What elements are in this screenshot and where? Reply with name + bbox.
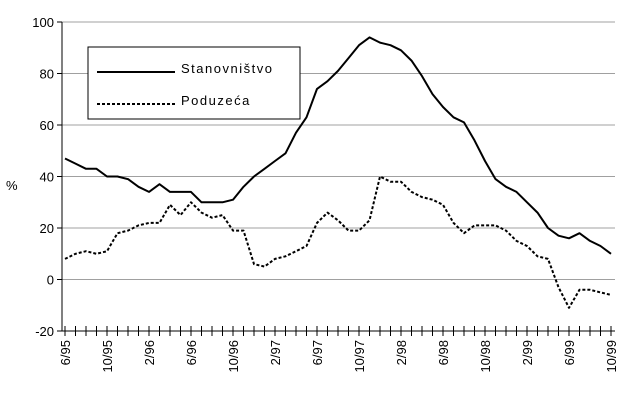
x-tick-label: 6/96 <box>184 340 199 365</box>
legend-box <box>87 46 301 120</box>
legend-label: Stanovništvo <box>181 61 273 76</box>
y-tick-label: 100 <box>32 15 54 30</box>
x-tick-label: 10/95 <box>100 340 115 373</box>
x-tick-label: 6/97 <box>310 340 325 365</box>
x-tick-label: 10/99 <box>604 340 619 373</box>
x-tick-label: 6/95 <box>58 340 73 365</box>
x-tick-label: 6/98 <box>436 340 451 365</box>
legend-label: Poduzeća <box>181 93 251 108</box>
x-tick-label: 6/99 <box>562 340 577 365</box>
series-line <box>64 36 612 255</box>
y-tick-label: 60 <box>40 118 54 133</box>
y-tick-label: 20 <box>40 221 54 236</box>
y-axis-label: % <box>6 178 18 193</box>
x-tick-label: 2/96 <box>142 340 157 365</box>
y-tick-label: 80 <box>40 67 54 82</box>
y-tick-label: -20 <box>35 324 54 339</box>
x-tick-label: 2/98 <box>394 340 409 365</box>
x-tick-label: 2/99 <box>520 340 535 365</box>
series-line <box>64 175 612 309</box>
y-tick-label: 0 <box>47 273 54 288</box>
x-tick-label: 10/96 <box>226 340 241 373</box>
x-tick-label: 10/98 <box>478 340 493 373</box>
x-tick-label: 10/97 <box>352 340 367 373</box>
x-tick-label: 2/97 <box>268 340 283 365</box>
y-tick-label: 40 <box>40 170 54 185</box>
